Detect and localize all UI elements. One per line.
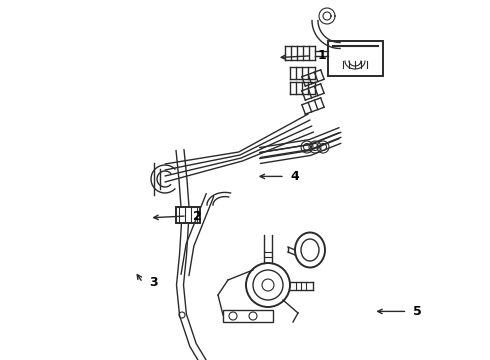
Text: 4: 4 (291, 170, 299, 183)
Bar (176, 207, 200, 223)
Text: 2: 2 (193, 210, 201, 222)
Bar (223, 310, 273, 322)
Bar (327, 41, 383, 76)
Text: 1: 1 (318, 49, 326, 62)
Text: 3: 3 (149, 276, 157, 289)
Text: 5: 5 (414, 305, 422, 318)
